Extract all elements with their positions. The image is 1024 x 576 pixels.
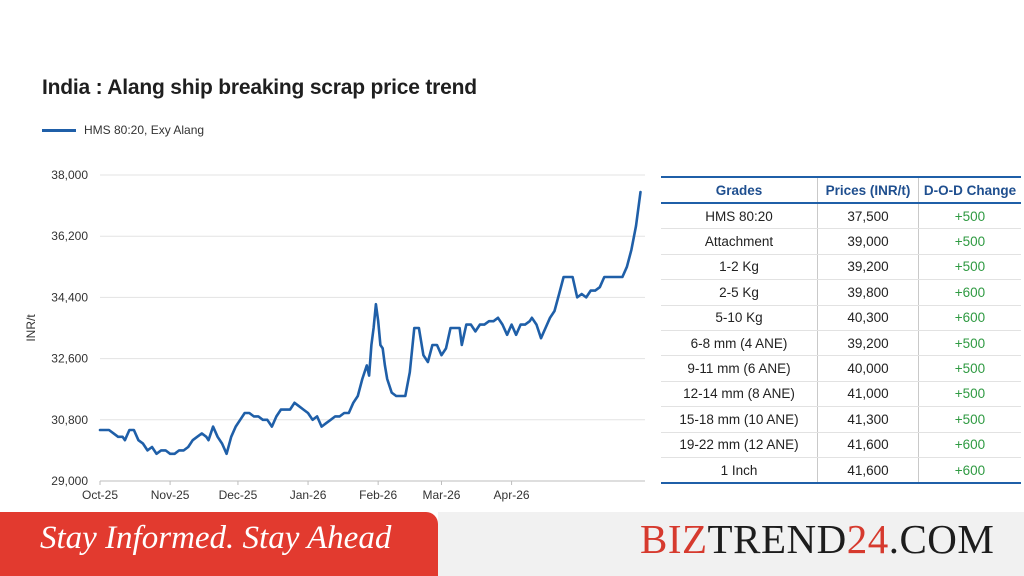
table-row: 1-2 Kg 39,200 +500 [661,254,1021,281]
grade-cell: 9-11 mm (6 ANE) [661,355,818,382]
grade-cell: Attachment [661,228,818,255]
y-tick-label: 29,000 [51,474,88,488]
change-cell: +600 [918,279,1021,306]
grade-cell: 12-14 mm (8 ANE) [661,381,818,408]
price-cell: 39,800 [817,279,919,306]
price-cell: 41,600 [817,432,919,458]
price-cell: 39,000 [817,228,919,255]
grade-cell: 15-18 mm (10 ANE) [661,406,818,433]
table-row: 12-14 mm (8 ANE) 41,000 +500 [661,381,1021,408]
x-tick-label: Mar-26 [422,488,460,502]
grade-cell: 19-22 mm (12 ANE) [661,432,818,458]
grade-cell: 6-8 mm (4 ANE) [661,330,818,357]
y-tick-label: 30,800 [51,413,88,427]
change-cell: +500 [918,406,1021,433]
table-row: 15-18 mm (10 ANE) 41,300 +500 [661,406,1021,433]
price-cell: 40,000 [817,355,919,382]
x-tick-label: Dec-25 [219,488,258,502]
price-cell: 41,000 [817,381,919,408]
y-tick-label: 32,600 [51,352,88,366]
change-cell: +600 [918,305,1021,331]
column-header-prices: Prices (INR/t) [817,176,919,204]
grade-cell: 1-2 Kg [661,254,818,281]
table-header-row: Grades Prices (INR/t) D-O-D Change [661,176,1021,204]
grade-cell: HMS 80:20 [661,203,818,230]
grade-cell: 1 Inch [661,457,818,485]
x-tick-label: Nov-25 [151,488,190,502]
change-cell: +500 [918,254,1021,281]
column-header-change: D-O-D Change [918,176,1021,204]
legend-label: HMS 80:20, Exy Alang [84,123,205,137]
chart-legend: HMS 80:20, Exy Alang [42,123,204,137]
change-cell: +500 [918,203,1021,230]
change-cell: +500 [918,381,1021,408]
brand-banner [438,512,1024,576]
brand-part-24: 24 [846,516,889,562]
column-header-grades: Grades [661,176,818,204]
price-cell: 39,200 [817,330,919,357]
y-tick-label: 36,200 [51,229,88,243]
change-cell: +500 [918,330,1021,357]
change-cell: +500 [918,355,1021,382]
price-cell: 41,300 [817,406,919,433]
tagline-text: Stay Informed. Stay Ahead [40,520,392,556]
table-row: Attachment 39,000 +500 [661,228,1021,255]
y-tick-label: 38,000 [51,168,88,182]
table-row: 6-8 mm (4 ANE) 39,200 +500 [661,330,1021,357]
table-row: 1 Inch 41,600 +600 [661,457,1021,485]
price-cell: 37,500 [817,203,919,230]
table-row: 5-10 Kg 40,300 +600 [661,305,1021,331]
chart-title: India : Alang ship breaking scrap price … [42,76,477,99]
legend-swatch [42,128,76,132]
price-cell: 39,200 [817,254,919,281]
y-tick-label: 34,400 [51,290,88,304]
brand-part-biz: BIZ [640,516,708,562]
tagline-banner: Stay Informed. Stay Ahead [0,512,438,576]
x-tick-label: Oct-25 [82,488,118,502]
change-cell: +600 [918,457,1021,485]
brand-logo: BIZTREND24.COM [640,515,994,563]
change-cell: +600 [918,432,1021,458]
y-axis-title: INR/t [24,314,38,342]
grade-cell: 5-10 Kg [661,305,818,331]
change-cell: +500 [918,228,1021,255]
table-row: 9-11 mm (6 ANE) 40,000 +500 [661,355,1021,382]
price-cell: 41,600 [817,457,919,485]
brand-part-com: .COM [888,516,995,562]
x-tick-label: Feb-26 [359,488,397,502]
table-row: 19-22 mm (12 ANE) 41,600 +600 [661,432,1021,458]
grades-price-table: Grades Prices (INR/t) D-O-D Change HMS 8… [661,176,1021,485]
table-row: 2-5 Kg 39,800 +600 [661,279,1021,306]
brand-part-trend: TREND [707,516,847,562]
grade-cell: 2-5 Kg [661,279,818,306]
price-cell: 40,300 [817,305,919,331]
x-tick-label: Jan-26 [290,488,327,502]
table-row: HMS 80:20 37,500 +500 [661,203,1021,230]
x-tick-label: Apr-26 [494,488,530,502]
series-line-hms-80-20 [98,190,642,456]
